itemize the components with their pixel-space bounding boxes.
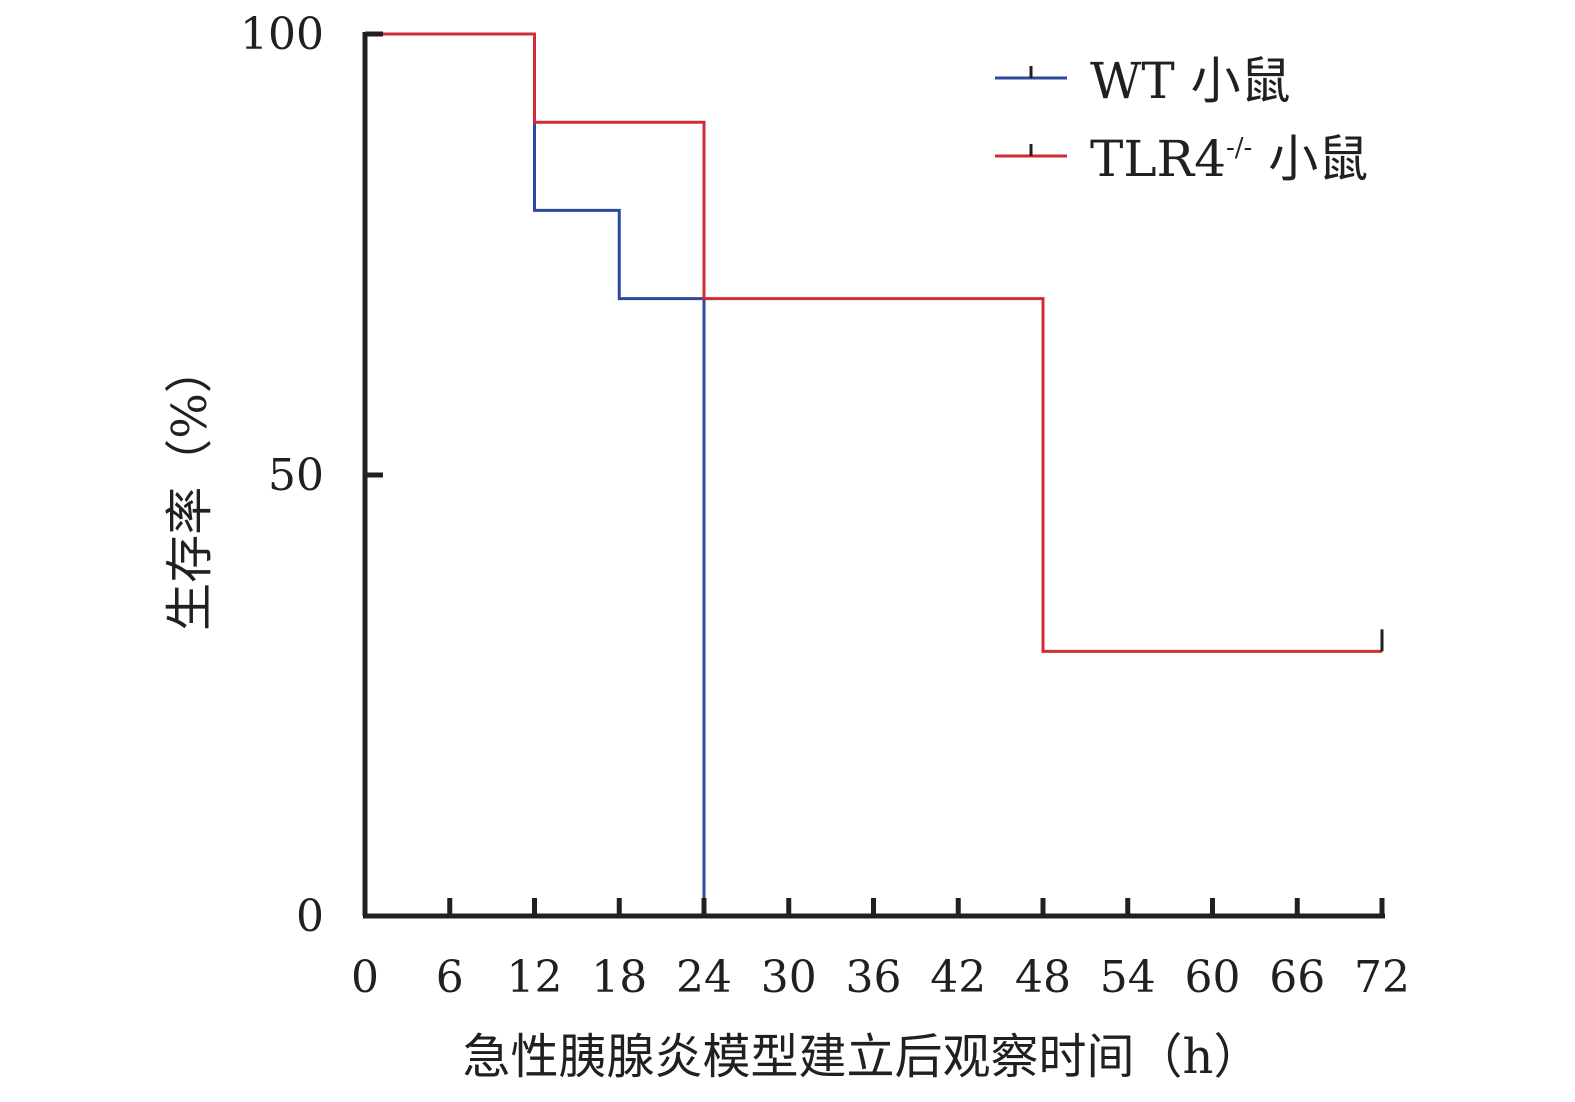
legend-label: WT 小鼠 (1090, 52, 1291, 110)
x-tick-label: 12 (507, 952, 563, 1003)
x-tick-label: 24 (676, 952, 732, 1003)
axes-layer (362, 32, 1385, 919)
x-tick-label: 72 (1354, 952, 1410, 1003)
x-tick-label: 18 (591, 952, 647, 1003)
x-tick-label: 42 (930, 952, 986, 1003)
x-tick-label: 0 (351, 952, 379, 1003)
y-tick-label: 50 (268, 450, 324, 501)
legend: WT 小鼠 TLR4-/- 小鼠 (995, 52, 1368, 188)
y-tick-label: 0 (296, 891, 324, 942)
series-line-0 (365, 32, 706, 916)
legend-label: TLR4-/- 小鼠 (1090, 130, 1368, 188)
y-tick-label: 100 (240, 9, 324, 60)
x-tick-label: 6 (436, 952, 464, 1003)
x-tick-label: 36 (846, 952, 902, 1003)
series-layer (365, 32, 1384, 916)
y-ticks: 0 50 100 (240, 9, 383, 942)
x-tick-label: 54 (1100, 952, 1156, 1003)
series-line-1 (365, 32, 1382, 653)
y-axis-title: 生存率（%） (162, 345, 218, 631)
x-tick-label: 60 (1185, 952, 1241, 1003)
x-tick-label: 66 (1269, 952, 1325, 1003)
x-tick-label: 30 (761, 952, 817, 1003)
x-ticks: 0 6 12 18 24 30 36 42 48 54 60 66 72 (351, 898, 1410, 1003)
x-axis-title: 急性胰腺炎模型建立后观察时间（h） (463, 1029, 1262, 1085)
x-tick-label: 48 (1015, 952, 1071, 1003)
